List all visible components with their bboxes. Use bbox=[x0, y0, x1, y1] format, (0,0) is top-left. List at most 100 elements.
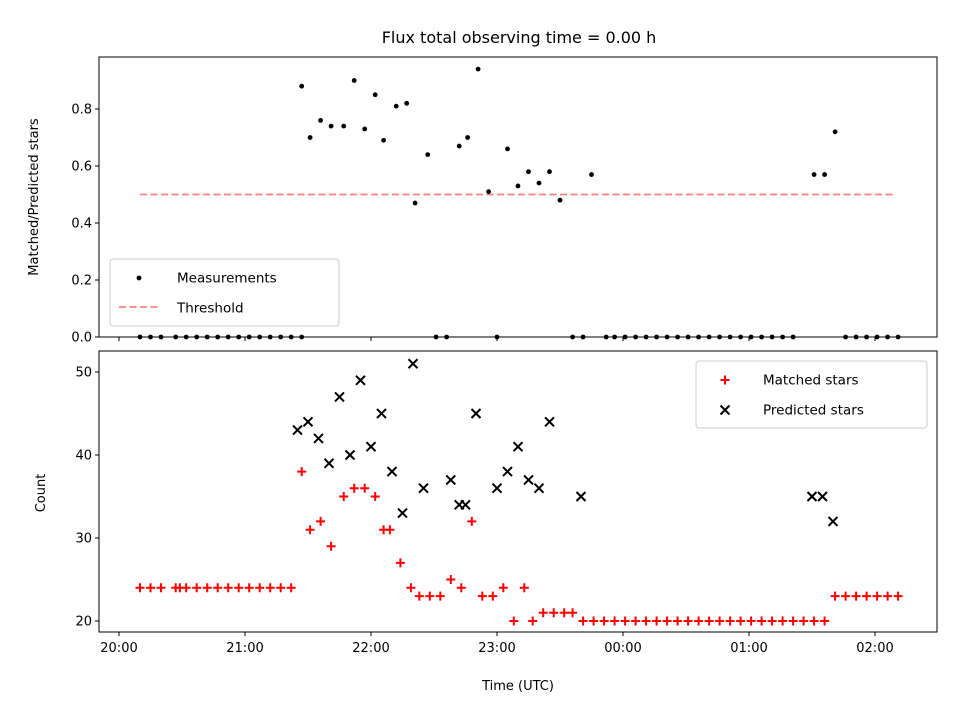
bottom-panel: 20 30 40 50 20:00 21:00 22:00 23:00 00:00 01:00 02… bbox=[75, 350, 938, 656]
y-tick-label: 0.0 bbox=[71, 331, 92, 346]
x-tick-label: 00:00 bbox=[604, 641, 641, 656]
predicted-point bbox=[817, 491, 828, 502]
measurement-point bbox=[444, 334, 449, 340]
predicted-point bbox=[502, 466, 513, 477]
matched-point bbox=[305, 525, 315, 535]
y-tick-label: 0.2 bbox=[71, 274, 92, 289]
measurement-point bbox=[895, 334, 901, 340]
measurement-point bbox=[465, 135, 470, 140]
predicted-point bbox=[445, 474, 457, 486]
legend-measurements-label: Measurements bbox=[177, 271, 277, 287]
measurement-point bbox=[246, 334, 252, 340]
measurement-point bbox=[685, 334, 691, 340]
measurement-point bbox=[351, 78, 357, 83]
measurement-point bbox=[790, 334, 796, 340]
measurement-point bbox=[148, 334, 153, 340]
measurement-point bbox=[603, 334, 609, 340]
matched-point bbox=[360, 483, 370, 493]
measurement-point bbox=[643, 334, 649, 340]
matched-point bbox=[599, 616, 609, 626]
matched-point bbox=[559, 608, 569, 618]
measurement-point bbox=[456, 143, 462, 149]
measurement-point bbox=[288, 334, 294, 340]
y-tick-label: 50 bbox=[75, 366, 92, 381]
matched-point bbox=[757, 616, 767, 626]
matched-point bbox=[276, 583, 286, 593]
top-legend-box bbox=[109, 258, 340, 327]
measurement-point bbox=[362, 126, 368, 132]
measurement-point bbox=[299, 83, 305, 89]
matched-point bbox=[736, 616, 746, 626]
measurement-point bbox=[822, 172, 827, 177]
measurement-point bbox=[404, 100, 410, 106]
matched-point bbox=[425, 591, 435, 601]
x-tick-label: 20:00 bbox=[100, 641, 137, 656]
matched-point bbox=[809, 616, 819, 626]
measurement-point bbox=[278, 334, 284, 340]
top-plot-frame bbox=[98, 56, 938, 338]
matched-point bbox=[673, 616, 683, 626]
measurement-point bbox=[257, 334, 263, 340]
matched-point bbox=[414, 591, 424, 601]
predicted-point bbox=[533, 482, 545, 494]
bottom-plot-frame bbox=[98, 350, 938, 633]
matched-point bbox=[820, 616, 830, 626]
predicted-point bbox=[806, 491, 818, 502]
predicted-point bbox=[292, 424, 303, 436]
matched-point bbox=[406, 583, 416, 593]
measurement-point bbox=[748, 334, 754, 340]
measurement-point bbox=[307, 135, 313, 140]
measurement-point bbox=[580, 334, 586, 340]
matched-point bbox=[883, 591, 893, 601]
matched-point bbox=[620, 616, 630, 626]
measurement-point bbox=[433, 334, 439, 340]
matched-point bbox=[234, 583, 244, 593]
matched-point bbox=[578, 616, 588, 626]
predicted-point bbox=[313, 433, 324, 444]
matched-point bbox=[488, 591, 498, 601]
matched-point bbox=[509, 616, 519, 626]
matched-point bbox=[498, 583, 508, 593]
matched-point bbox=[395, 558, 405, 568]
measurement-point bbox=[864, 334, 869, 340]
matched-point bbox=[862, 591, 872, 601]
predicted-point bbox=[460, 499, 471, 511]
predicted-point bbox=[386, 466, 398, 477]
matched-point bbox=[631, 616, 641, 626]
measurement-point bbox=[885, 334, 890, 340]
matched-point bbox=[641, 616, 651, 626]
y-tick-label: 30 bbox=[75, 532, 92, 547]
matched-point bbox=[181, 583, 191, 593]
x-tick-label: 21:00 bbox=[226, 641, 263, 656]
x-tick-label: 02:00 bbox=[856, 641, 893, 656]
measurement-point bbox=[570, 334, 575, 340]
bottom-legend-box bbox=[695, 360, 928, 429]
matched-point bbox=[549, 608, 559, 618]
matched-point bbox=[851, 591, 861, 601]
measurement-point bbox=[874, 334, 880, 340]
predicted-point bbox=[302, 416, 314, 428]
matched-point bbox=[255, 583, 265, 593]
measurement-point bbox=[853, 334, 859, 340]
measurement-point bbox=[318, 118, 323, 123]
measurement-point bbox=[267, 334, 273, 340]
matched-point bbox=[715, 616, 725, 626]
measurement-point bbox=[486, 189, 491, 195]
matched-point bbox=[339, 492, 349, 501]
measurement-point bbox=[832, 129, 838, 135]
measurement-point bbox=[475, 66, 481, 72]
matched-point bbox=[370, 492, 380, 501]
measurement-point bbox=[811, 172, 817, 177]
measurement-point bbox=[393, 103, 399, 109]
matched-point bbox=[286, 583, 296, 593]
measurement-point bbox=[236, 334, 242, 340]
legend-measurements-marker bbox=[136, 275, 142, 281]
legend-threshold-label: Threshold bbox=[176, 301, 244, 317]
measurement-point bbox=[299, 334, 305, 340]
matched-point bbox=[841, 591, 851, 601]
predicted-point bbox=[407, 358, 419, 369]
matched-point bbox=[435, 591, 445, 601]
predicted-point bbox=[523, 474, 534, 486]
predicted-point bbox=[365, 441, 377, 452]
